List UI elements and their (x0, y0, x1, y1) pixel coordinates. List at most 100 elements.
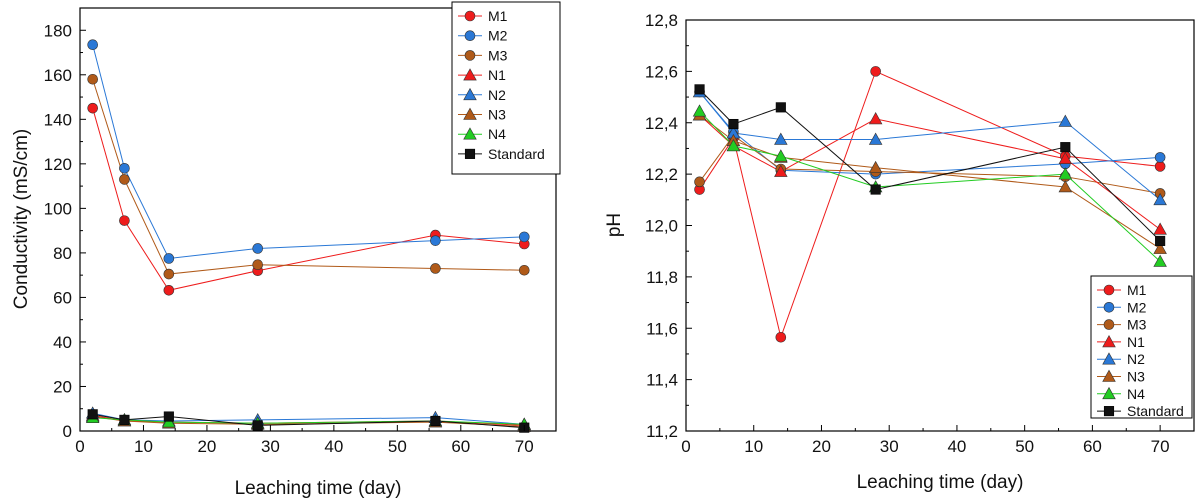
ph-y-tick-label: 12,0 (645, 217, 678, 236)
conductivity-y-tick-label: 180 (44, 21, 72, 40)
conductivity-legend-marker-m2 (464, 30, 476, 42)
conductivity-y-tick-label: 80 (53, 244, 72, 263)
ph-legend-label-m1: M1 (1127, 282, 1147, 298)
conductivity-legend-marker-n2 (463, 87, 477, 101)
ph-legend-marker-n2 (1102, 352, 1116, 365)
conductivity-series-line-m3 (92, 79, 525, 275)
conductivity-ticks: 0 10 20 30 40 50 60 70 0 20 40 60 80 100 120 140 160 180 (44, 21, 534, 456)
conductivity-legend-label-m1: M1 (488, 8, 508, 24)
conductivity-data-point-m2 (518, 231, 530, 243)
ph-series-line-n3 (699, 114, 1161, 250)
conductivity-data-point-m2 (87, 39, 98, 51)
ph-data-point-standard (1155, 235, 1166, 246)
ph-data-point-n3 (1153, 241, 1167, 254)
ph-legend-marker-standard (1103, 406, 1115, 417)
ph-data-point-n3 (868, 160, 883, 174)
ph-data-point-n1 (1153, 222, 1167, 235)
conductivity-data-point-m2 (430, 235, 441, 246)
ph-legend-label-n2: N2 (1127, 351, 1145, 367)
conductivity-legend-label-m2: M2 (488, 28, 508, 44)
conductivity-y-tick-label: 120 (44, 155, 72, 174)
ph-x-tick-label: 10 (744, 437, 763, 456)
conductivity-x-axis-title: Leaching time (day) (235, 478, 402, 499)
ph-y-tick-label: 11,4 (646, 371, 678, 390)
conductivity-x-tick-label: 30 (261, 437, 280, 456)
conductivity-data-point-m1 (119, 215, 130, 226)
conductivity-legend-marker-n3 (463, 107, 477, 120)
conductivity-legend-marker-n1 (463, 68, 477, 81)
conductivity-series-line-n3 (92, 416, 525, 428)
conductivity-legend-marker-m1 (464, 10, 476, 22)
ph-data-point-standard (1060, 142, 1071, 153)
ph-x-tick-label: 50 (1015, 437, 1034, 456)
conductivity-legend-label-n1: N1 (488, 67, 506, 83)
ph-data-point-m2 (1154, 152, 1166, 163)
ph-legend-marker-n1 (1102, 335, 1116, 348)
conductivity-x-tick-label: 50 (388, 437, 407, 456)
ph-y-tick-label: 12,6 (645, 62, 678, 81)
conductivity-x-tick-label: 60 (451, 437, 470, 456)
ph-data-point-n1 (774, 164, 788, 177)
ph-series-line-n4 (699, 110, 1161, 262)
ph-data-point-standard (775, 102, 786, 113)
conductivity-y-tick-label: 100 (44, 199, 72, 218)
conductivity-x-tick-label: 0 (75, 437, 84, 456)
conductivity-y-tick-label: 40 (53, 333, 72, 352)
ph-data-point-m1 (775, 331, 787, 343)
ph-x-tick-label: 0 (681, 437, 690, 456)
conductivity-x-tick-label: 20 (197, 437, 216, 456)
conductivity-y-tick-label: 140 (44, 110, 72, 129)
ph-data-point-n4 (692, 104, 707, 117)
ph-x-tick-label: 60 (1083, 437, 1102, 456)
ph-legend-marker-m1 (1103, 284, 1115, 296)
ph-series-line-m3 (699, 134, 1161, 194)
ph-ticks: 0 10 20 30 40 50 60 70 11,2 11,4 11,6 11,8 12,0 12,2 1… (645, 11, 1170, 456)
conductivity-legend-marker-m3 (464, 50, 476, 61)
ph-y-tick-label: 11,2 (646, 422, 678, 441)
conductivity-series-line-m1 (92, 108, 525, 291)
conductivity-legend-marker-n4 (463, 127, 477, 140)
ph-x-tick-label: 20 (812, 437, 831, 456)
ph-data-point-n2 (774, 132, 788, 145)
conductivity-data-point-standard (163, 411, 174, 422)
conductivity-plot-frame (79, 7, 557, 432)
conductivity-data-point-m3 (87, 73, 98, 85)
ph-x-axis-title: Leaching time (day) (857, 472, 1024, 493)
ph-data-point-n4 (1153, 254, 1167, 267)
ph-y-tick-label: 12,2 (645, 165, 678, 184)
conductivity-legend-label-n2: N2 (488, 87, 506, 103)
ph-data-point-standard (694, 84, 705, 95)
ph-chart: 0 10 20 30 40 50 60 70 11,2 11,4 11,6 11,8 12,0 12,2 1… (604, 11, 1195, 493)
ph-series-line-m1 (699, 70, 1161, 339)
conductivity-y-tick-label: 160 (44, 66, 72, 85)
ph-y-tick-label: 12,8 (645, 11, 678, 30)
conductivity-series-line-m2 (92, 44, 525, 259)
conductivity-y-tick-label: 60 (53, 288, 72, 307)
conductivity-chart: 0 10 20 30 40 50 60 70020406080100120140160180 … (11, 1, 561, 499)
conductivity-data-point-m2 (119, 162, 130, 174)
conductivity-data-point-standard (430, 415, 441, 427)
ph-legend-label-m2: M2 (1127, 299, 1147, 315)
conductivity-data-point-standard (252, 420, 263, 431)
conductivity-legend-label-standard: Standard (488, 146, 545, 162)
ph-y-tick-label: 12,4 (645, 114, 678, 133)
ph-data-point-m1 (1154, 161, 1166, 172)
ph-legend-label-m3: M3 (1127, 317, 1147, 333)
conductivity-legend-marker-standard (464, 148, 476, 159)
ph-data-point-n4 (774, 149, 788, 162)
ph-x-tick-label: 40 (947, 437, 966, 456)
conductivity-x-tick-label: 40 (324, 437, 343, 456)
conductivity-legend-label-n4: N4 (488, 126, 506, 142)
ph-legend-label-n3: N3 (1127, 369, 1145, 385)
ph-x-tick-label: 30 (880, 437, 899, 456)
ph-y-tick-label: 11,6 (646, 319, 678, 338)
ph-series-group (692, 66, 1167, 343)
conductivity-legend-label-n3: N3 (488, 107, 506, 123)
conductivity-y-axis-title: Conductivity (mS/cm) (11, 129, 32, 310)
ph-data-point-n2 (1058, 114, 1073, 127)
ph-data-point-m3 (694, 176, 705, 188)
conductivity-data-point-m3 (518, 264, 530, 276)
conductivity-data-point-m3 (430, 263, 441, 274)
